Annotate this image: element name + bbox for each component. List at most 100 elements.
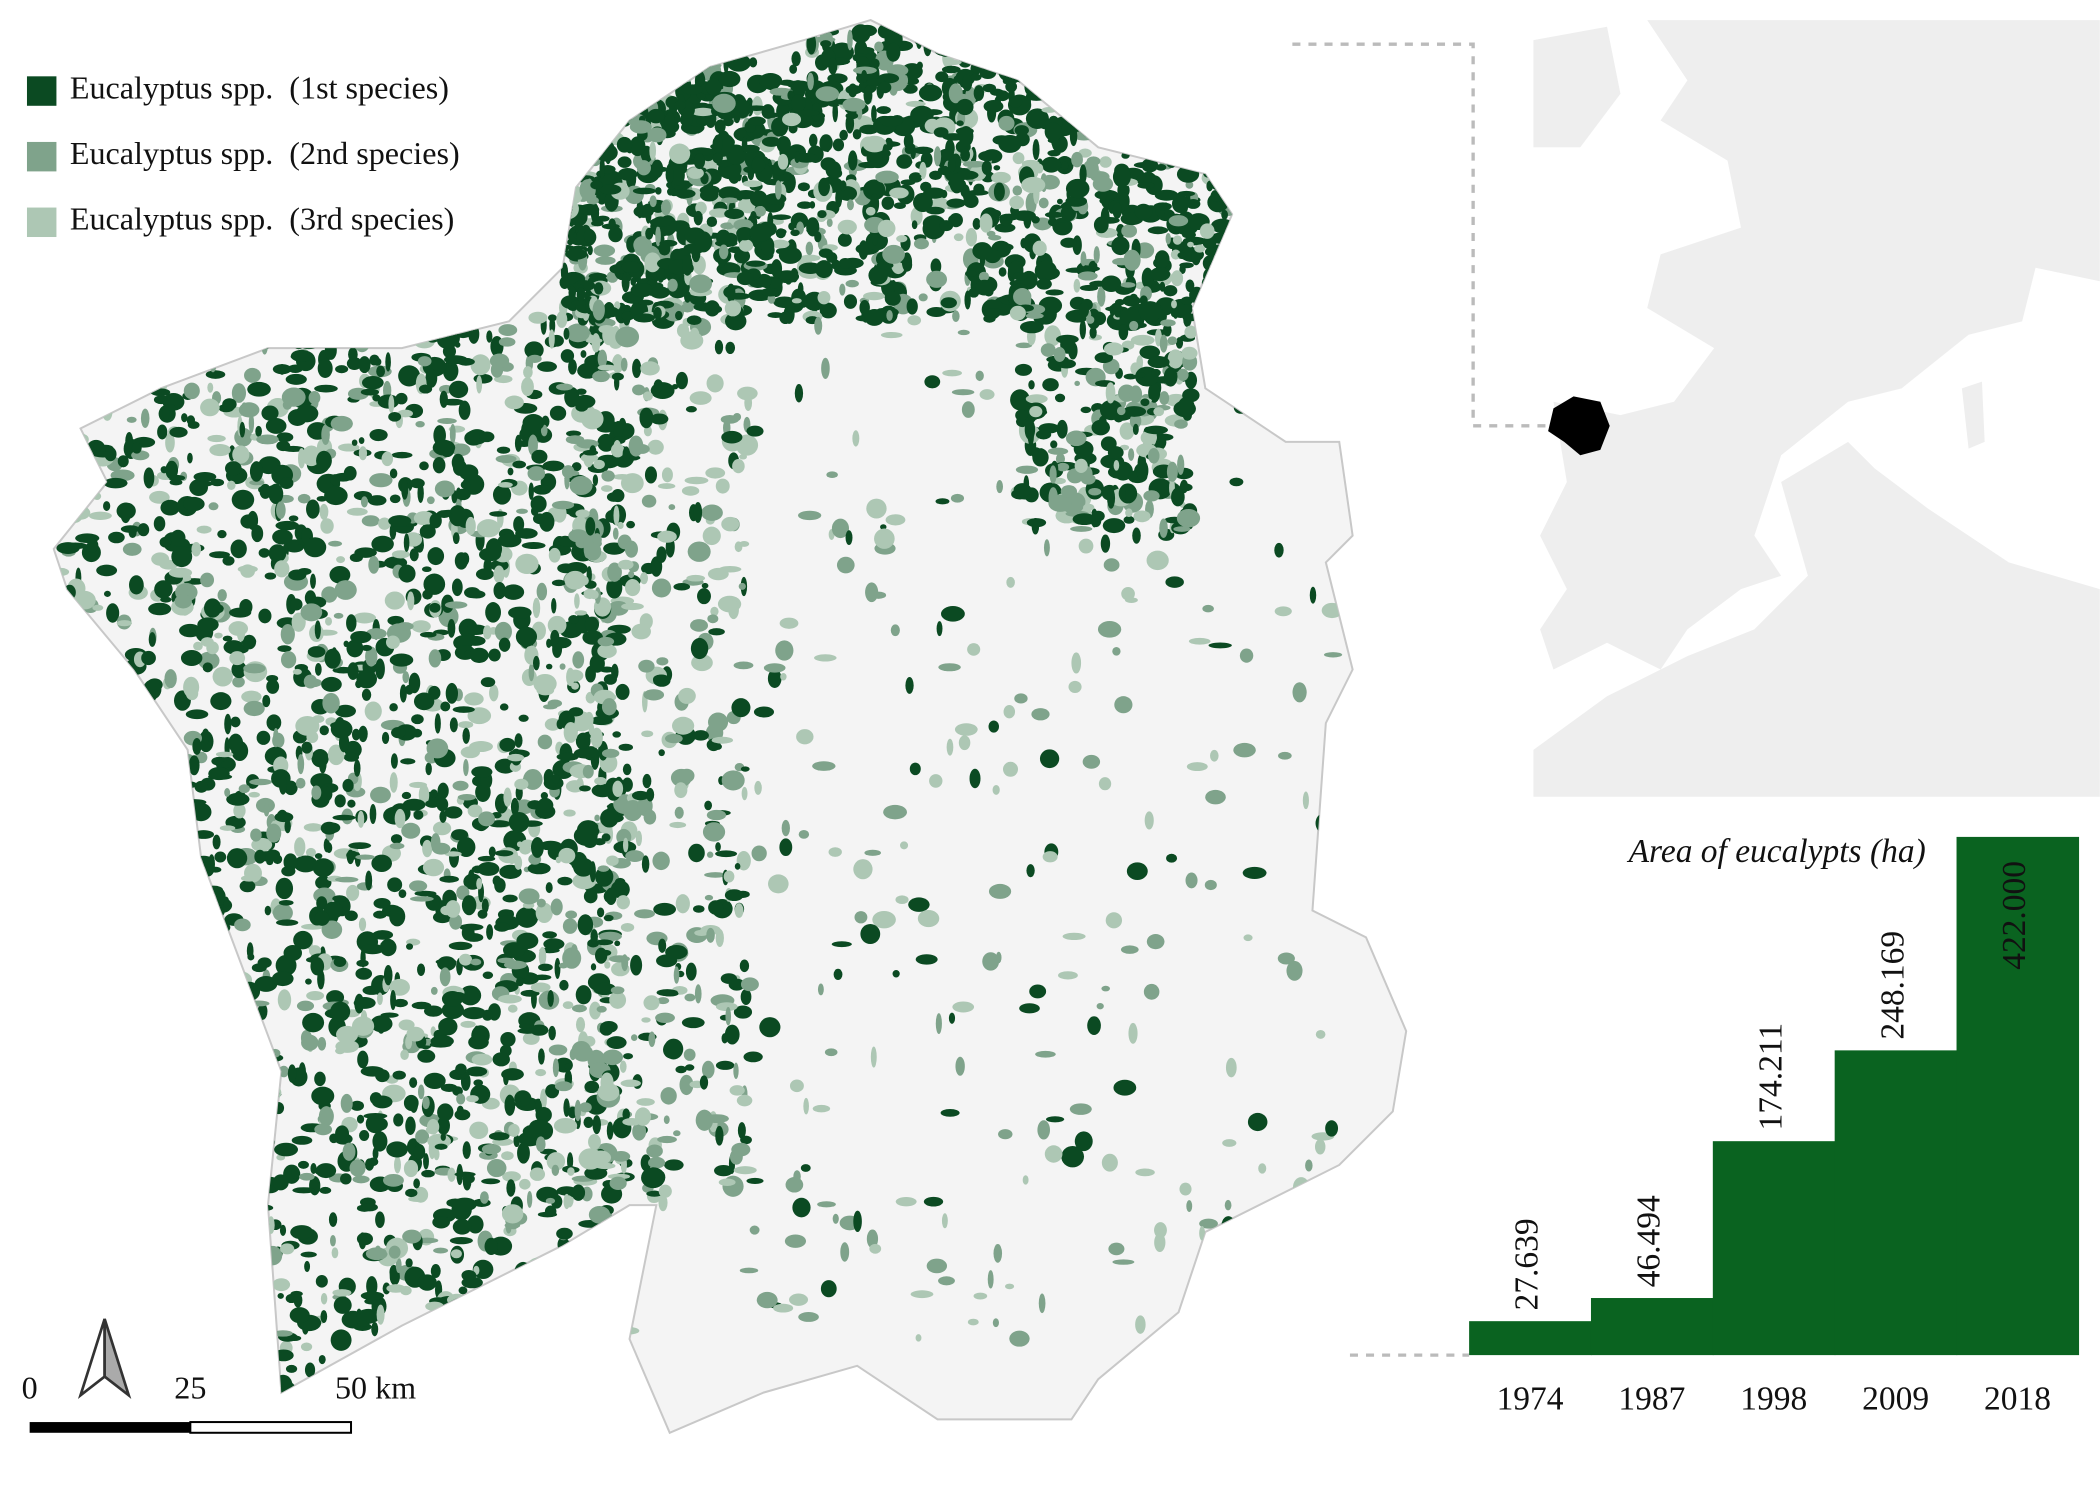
patch [200, 924, 208, 945]
patch [458, 464, 479, 481]
patch [161, 920, 181, 941]
patch [546, 1152, 566, 1171]
patch [973, 1292, 988, 1300]
patch [519, 1279, 543, 1297]
patch [956, 98, 974, 116]
patch [1199, 223, 1215, 239]
patch [576, 1252, 590, 1265]
patch [235, 1369, 258, 1380]
patch [259, 1098, 278, 1106]
patch [579, 1102, 592, 1113]
patch [494, 758, 517, 774]
patch [790, 229, 800, 237]
patch [661, 23, 680, 33]
patch [533, 484, 552, 495]
patch [970, 73, 982, 81]
patch [476, 878, 483, 890]
patch [169, 426, 188, 438]
patch [1169, 22, 1182, 35]
patch [568, 285, 576, 300]
patch [1102, 27, 1119, 41]
patch [192, 737, 202, 755]
patch [564, 570, 586, 590]
patch [286, 326, 295, 333]
patch [969, 768, 981, 789]
patch [183, 382, 200, 400]
patch [319, 503, 329, 520]
patch [741, 786, 748, 801]
patch [220, 1321, 242, 1332]
patch [330, 415, 353, 432]
patch [250, 1342, 260, 1356]
patch [568, 359, 577, 375]
patch [570, 1303, 588, 1318]
patch [1160, 319, 1176, 327]
patch [656, 989, 679, 997]
patch [56, 788, 80, 808]
patch [1107, 446, 1124, 460]
patch [1186, 118, 1200, 137]
patch [188, 755, 200, 776]
patch [488, 648, 501, 662]
patch [978, 151, 997, 162]
patch [86, 1072, 103, 1092]
patch [624, 76, 643, 91]
patch [53, 856, 64, 868]
patch [1112, 166, 1131, 188]
patch [560, 349, 575, 363]
patch [965, 270, 977, 277]
patch [452, 1197, 477, 1212]
patch [518, 888, 540, 905]
patch [886, 309, 893, 321]
patch [389, 1268, 400, 1286]
patch [210, 1310, 219, 1320]
patch [551, 1164, 560, 1176]
patch [517, 1287, 543, 1306]
patch [419, 631, 437, 638]
patch [359, 1130, 370, 1141]
patch [223, 976, 244, 986]
patch [656, 997, 670, 1005]
patch [116, 952, 135, 963]
patch [1036, 69, 1061, 86]
patch [738, 582, 746, 590]
patch [165, 937, 184, 956]
patch [1099, 156, 1112, 168]
patch [419, 461, 429, 471]
patch [289, 1307, 310, 1324]
patch [634, 76, 658, 94]
patch [101, 887, 119, 903]
patch [367, 1157, 379, 1167]
patch [133, 726, 153, 746]
patch [162, 935, 185, 952]
patch [1130, 54, 1155, 71]
patch [149, 1234, 160, 1246]
patch [758, 72, 783, 89]
patch [53, 350, 72, 368]
patch [908, 897, 930, 912]
patch [1103, 342, 1124, 356]
patch [173, 820, 186, 827]
patch [1112, 202, 1122, 219]
patch [632, 358, 642, 379]
patch [74, 868, 95, 889]
patch [864, 309, 885, 326]
patch [559, 979, 569, 991]
patch [284, 819, 291, 834]
patch [53, 1224, 63, 1245]
patch [1079, 164, 1087, 185]
patch [1110, 81, 1121, 102]
patch [681, 68, 694, 82]
patch [320, 518, 334, 534]
patch [237, 1361, 253, 1374]
patch [334, 794, 346, 808]
patch [933, 127, 949, 138]
patch [449, 847, 459, 868]
patch [393, 1113, 404, 1127]
patch [68, 1289, 93, 1311]
patch [384, 304, 400, 319]
patch [962, 184, 970, 202]
patch [206, 886, 226, 907]
patch [975, 370, 984, 382]
patch [180, 341, 196, 355]
